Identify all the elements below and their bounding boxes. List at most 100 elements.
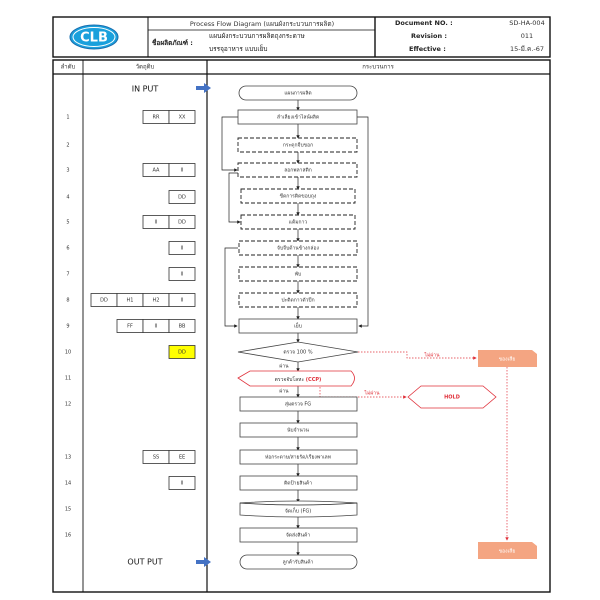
- material-code: AA: [142, 163, 170, 177]
- step-wrap-pallet: ห่อกระดาษ/สายรัด/เรียงพาเลท: [239, 449, 358, 465]
- product-name-line1: แผนผังกระบวนการผลิตถุงกระดาษ: [209, 32, 306, 40]
- svg-text:EE: EE: [179, 455, 185, 461]
- svg-text:BB: BB: [179, 324, 186, 330]
- material-code: DD: [168, 215, 196, 229]
- material-code: II: [142, 215, 170, 229]
- effective-value: 15-มี.ค.-67: [510, 45, 544, 53]
- materials-column: RR XX AA II DD II DD II II DD H1 H2 II FF II BB DD SS EE II: [90, 110, 196, 490]
- svg-text:จัดเก็บ (FG): จัดเก็บ (FG): [285, 507, 311, 515]
- svg-text:FF: FF: [127, 324, 133, 330]
- hold-node: HOLD: [407, 385, 497, 409]
- svg-text:II: II: [181, 298, 184, 304]
- revision-label: Revision :: [411, 32, 447, 40]
- flow-table: ลำดับ วัตถุดิบ กระบวนการ IN PUT OUT PUT: [52, 59, 551, 593]
- svg-text:AA: AA: [153, 168, 161, 174]
- svg-text:DD: DD: [178, 350, 186, 356]
- column-header-process: กระบวนการ: [362, 64, 394, 71]
- row-number: 14: [65, 481, 71, 487]
- row-number: 11: [65, 376, 71, 382]
- svg-text:ของเสีย: ของเสีย: [499, 356, 516, 363]
- svg-text:ห่อกระดาษ/สายรัด/เรียงพาเลท: ห่อกระดาษ/สายรัด/เรียงพาเลท: [265, 454, 331, 461]
- row-number: 3: [66, 168, 69, 174]
- row-number: 16: [65, 533, 71, 539]
- material-code: II: [168, 241, 196, 255]
- row-number: 13: [65, 455, 71, 461]
- document-title: Process Flow Diagram (แผนผังกระบวนการผลิ…: [190, 20, 334, 28]
- column-header-sequence: ลำดับ: [61, 64, 76, 71]
- column-header-material: วัตถุดิบ: [136, 64, 155, 71]
- svg-text:DD: DD: [178, 195, 186, 201]
- material-code: H2: [142, 293, 170, 307]
- output-arrow-icon: [196, 557, 211, 567]
- row-number: 12: [65, 402, 71, 408]
- step-6: จับจีบด้านข้างกล่อง: [238, 240, 358, 256]
- decision-check-100: ตรวจ 100 %: [237, 341, 359, 363]
- material-code: II: [168, 293, 196, 307]
- svg-text:ปะติดกาวตัวปีก: ปะติดกาวตัวปีก: [281, 297, 314, 304]
- material-code: SS: [142, 450, 170, 464]
- material-code: II: [168, 163, 196, 177]
- row-number: 15: [65, 507, 71, 513]
- doc-no-label: Document NO. :: [395, 19, 453, 27]
- material-code: II: [168, 267, 196, 281]
- svg-text:XX: XX: [179, 115, 186, 121]
- material-code: XX: [168, 110, 196, 124]
- pass-label-1: ผ่าน: [279, 364, 289, 370]
- step-5: แต้มกาว: [240, 214, 356, 230]
- fail-label-2: ไม่ผ่าน: [364, 390, 381, 397]
- material-code: H1: [116, 293, 144, 307]
- step-9: เย็บ: [238, 318, 358, 334]
- svg-text:H1: H1: [127, 298, 134, 304]
- material-code: II: [168, 476, 196, 490]
- step-7: พับ: [238, 266, 358, 282]
- step-count: นับจำนวน: [239, 422, 358, 438]
- document-header: CLB Process Flow Diagram (แผนผังกระบวนกา…: [52, 16, 551, 58]
- pass-label-2: ผ่าน: [279, 389, 289, 395]
- svg-text:II: II: [181, 168, 184, 174]
- svg-text:ของเสีย: ของเสีย: [499, 548, 516, 555]
- svg-text:สุ่มตรวจ FG: สุ่มตรวจ FG: [285, 402, 311, 408]
- revision-value: 011: [521, 32, 533, 40]
- svg-text:พับ: พับ: [295, 272, 301, 278]
- svg-text:ลำเลียงเข้าไลน์ผลิต: ลำเลียงเข้าไลน์ผลิต: [277, 114, 319, 121]
- step-3: ลอกพลาสติก: [237, 162, 358, 178]
- step-customer-receive: ลูกค้ารับสินค้า: [239, 554, 358, 570]
- step-delivery: จัดส่งสินค้า: [239, 527, 358, 543]
- svg-text:เย็บ: เย็บ: [294, 322, 302, 330]
- svg-text:แต้มกาว: แต้มกาว: [289, 219, 308, 226]
- product-name-line2: บรรจุอาหาร แบบเย็บ: [209, 44, 268, 53]
- step-production-plan: แผนการผลิต: [238, 85, 358, 101]
- material-code: EE: [168, 450, 196, 464]
- step-label-product: ติดป้ายสินค้า: [239, 475, 358, 491]
- step-feed-line: ลำเลียงเข้าไลน์ผลิต: [237, 109, 358, 125]
- svg-text:II: II: [181, 246, 184, 252]
- row-number: 10: [65, 350, 71, 356]
- waste-box-2: ของเสีย: [478, 542, 537, 559]
- process-steps: แผนการผลิต ลำเลียงเข้าไลน์ผลิต กระดุกจีบ…: [237, 85, 537, 570]
- waste-box-1: ของเสีย: [478, 350, 537, 367]
- row-number: 4: [66, 195, 69, 201]
- row-number: 7: [66, 272, 69, 278]
- svg-text:แผนการผลิต: แผนการผลิต: [284, 90, 311, 97]
- row-number: 8: [66, 298, 69, 304]
- doc-no-value: SD-HA-004: [509, 19, 544, 27]
- fail-label-1: ไม่ผ่าน: [424, 352, 441, 359]
- material-code: DD: [168, 190, 196, 204]
- material-code: FF: [116, 319, 144, 333]
- material-code: DD: [90, 293, 118, 307]
- svg-text:RR: RR: [153, 115, 160, 121]
- material-code: RR: [142, 110, 170, 124]
- step-sampling-fg: สุ่มตรวจ FG: [239, 396, 358, 412]
- input-arrow-icon: [196, 83, 211, 93]
- svg-text:DD: DD: [178, 220, 186, 226]
- svg-text:นับจำนวน: นับจำนวน: [287, 428, 310, 434]
- step-2: กระดุกจีบขอก: [237, 137, 358, 153]
- material-code: DD: [168, 345, 196, 359]
- step-metal-detection-ccp: ตรวจจับโลหะ (CCP): [237, 370, 355, 387]
- svg-text:จัดส่งสินค้า: จัดส่งสินค้า: [286, 532, 310, 539]
- svg-text:ติดป้ายสินค้า: ติดป้ายสินค้า: [284, 480, 312, 487]
- product-label: ชื่อผลิตภัณฑ์ :: [152, 37, 193, 47]
- svg-text:จับจีบด้านข้างกล่อง: จับจีบด้านข้างกล่อง: [277, 245, 319, 252]
